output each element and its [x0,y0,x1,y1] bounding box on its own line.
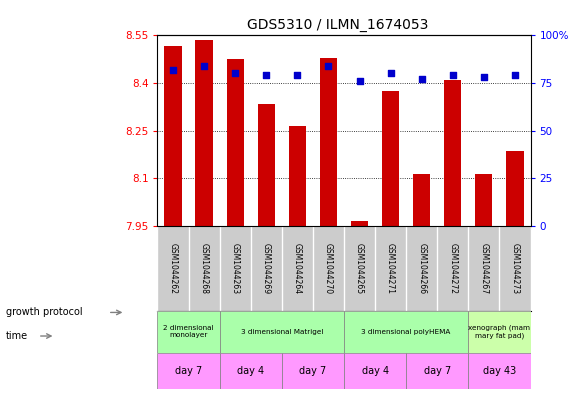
Text: GSM1044262: GSM1044262 [168,243,177,294]
Bar [468,311,531,353]
Bar [157,311,220,353]
Point [510,72,519,79]
Text: day 4: day 4 [237,366,264,376]
Point [386,70,395,77]
Bar [195,40,213,226]
Bar [320,58,337,226]
Text: xenograph (mam
mary fat pad): xenograph (mam mary fat pad) [468,325,531,339]
Text: GSM1044265: GSM1044265 [355,243,364,294]
Point [324,63,333,69]
Text: GSM1044271: GSM1044271 [386,243,395,294]
Text: GSM1044269: GSM1044269 [262,243,271,294]
Bar [475,174,493,226]
Text: day 7: day 7 [175,366,202,376]
Bar [258,104,275,226]
Bar [413,174,430,226]
Bar [344,311,468,353]
Text: 3 dimensional Matrigel: 3 dimensional Matrigel [241,329,323,335]
Text: GSM1044270: GSM1044270 [324,243,333,294]
Bar [382,91,399,226]
Bar [164,46,181,226]
Point [293,72,302,79]
Text: 2 dimensional
monolayer: 2 dimensional monolayer [163,325,214,338]
Point [448,72,458,79]
Text: day 4: day 4 [361,366,389,376]
Bar [507,151,524,226]
Text: growth protocol: growth protocol [6,307,82,318]
Bar [157,353,220,389]
Point [168,66,178,73]
Text: GSM1044267: GSM1044267 [479,243,489,294]
Point [479,74,489,81]
Bar [444,80,461,226]
Point [355,78,364,84]
Bar [468,353,531,389]
Text: day 7: day 7 [424,366,451,376]
Point [199,63,209,69]
Bar [227,59,244,226]
Bar [220,311,344,353]
Text: time: time [6,331,28,341]
Bar [344,353,406,389]
Bar [289,126,306,226]
Text: GSM1044273: GSM1044273 [511,243,519,294]
Point [262,72,271,79]
Text: GSM1044272: GSM1044272 [448,243,457,294]
Bar [351,221,368,226]
Text: GSM1044266: GSM1044266 [417,243,426,294]
Text: GDS5310 / ILMN_1674053: GDS5310 / ILMN_1674053 [247,18,429,32]
Bar [220,353,282,389]
Text: GSM1044264: GSM1044264 [293,243,302,294]
Text: day 43: day 43 [483,366,516,376]
Bar [406,353,468,389]
Point [230,70,240,77]
Point [417,76,426,83]
Text: 3 dimensional polyHEMA: 3 dimensional polyHEMA [361,329,451,335]
Text: day 7: day 7 [299,366,326,376]
Text: GSM1044263: GSM1044263 [231,243,240,294]
Text: GSM1044268: GSM1044268 [199,243,209,294]
Bar [282,353,344,389]
